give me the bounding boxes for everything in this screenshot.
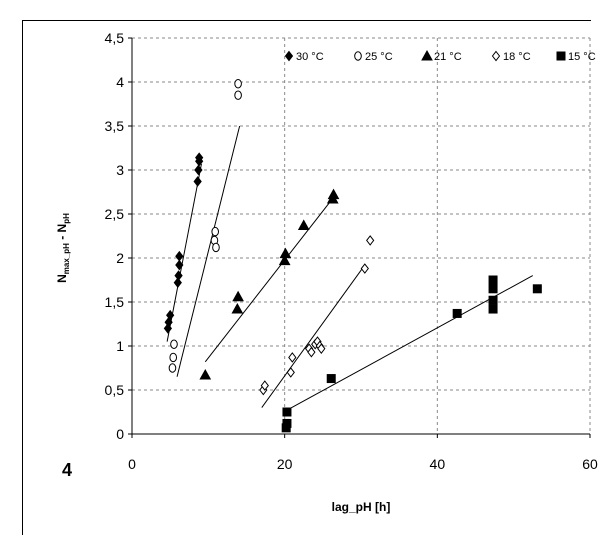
x-axis-label: lag_pH [h] (332, 500, 391, 514)
data-point-series-5 (282, 418, 292, 428)
data-point-series-2 (170, 339, 178, 349)
y-tick-label: 1 (116, 338, 124, 354)
data-point-series-1 (173, 277, 182, 288)
data-point-series-5 (282, 407, 292, 417)
data-point-series-4 (317, 343, 326, 354)
gridlines (132, 37, 591, 434)
data-point-series-3 (279, 247, 292, 259)
y-tick-label: 4 (116, 74, 124, 90)
legend-label-4: 18 °C (503, 51, 531, 63)
data-point-series-2 (234, 90, 242, 100)
x-tick-label: 0 (128, 456, 136, 472)
trend-line-5 (288, 275, 533, 410)
trend-lines (166, 125, 533, 410)
data-point-series-4 (307, 346, 316, 358)
data-point-series-2 (168, 363, 177, 373)
data-point-series-2 (211, 226, 220, 237)
legend-label-5: 15 °C (568, 51, 596, 63)
legend-marker-4 (491, 50, 501, 62)
legend-marker-2 (354, 51, 362, 61)
data-point-series-5 (488, 284, 498, 294)
data-point-series-2 (169, 352, 178, 363)
data-point-series-4 (288, 352, 297, 363)
data-point-series-4 (286, 367, 295, 378)
trend-line-2 (176, 125, 241, 377)
data-point-series-3 (232, 290, 244, 302)
data-point-series-3 (231, 303, 244, 314)
legend-marker-1 (284, 50, 294, 62)
trend-line-3 (204, 196, 335, 363)
data-point-series-1 (195, 152, 204, 163)
y-tick-label: 4,5 (105, 30, 125, 46)
y-tick-label: 2,5 (105, 206, 125, 222)
data-point-series-5 (488, 295, 498, 305)
tick-labels: 0 0,5 1 1,5 2 2,5 3 3,5 4 4,5 0 20 40 60 (105, 30, 598, 472)
data-point-series-1 (166, 309, 175, 321)
legend-label-2: 25 °C (365, 51, 393, 63)
y-label-sub2: pH (62, 213, 71, 224)
data-point-series-4 (366, 235, 375, 246)
y-tick-label: 1,5 (105, 294, 125, 310)
data-point-series-5 (532, 284, 542, 294)
x-tick-label: 20 (277, 456, 293, 472)
y-axis-label: Nmax_pH - NpH (55, 213, 71, 283)
legend-label-1: 30 °C (296, 51, 324, 63)
data-points (163, 79, 542, 433)
data-point-series-5 (452, 308, 462, 318)
data-point-series-3 (278, 254, 291, 266)
data-point-series-4 (360, 263, 369, 274)
x-tick-label: 60 (582, 456, 598, 472)
trend-line-4 (261, 264, 366, 408)
data-point-series-4 (260, 380, 269, 391)
data-point-series-1 (193, 176, 202, 187)
data-point-series-2 (234, 79, 242, 89)
legend: 30 °C 25 °C 21 °C 18 °C 15 °C (284, 49, 596, 63)
legend-marker-3 (421, 49, 433, 61)
axes (131, 38, 590, 435)
data-point-series-2 (212, 242, 220, 253)
data-point-series-3 (327, 188, 340, 200)
y-tick-label: 0 (116, 426, 124, 442)
y-tick-label: 2 (116, 250, 124, 266)
y-tick-label: 3,5 (105, 118, 125, 134)
data-point-series-1 (175, 250, 184, 262)
data-point-series-5 (488, 275, 498, 285)
y-label-sub1: max_pH (62, 243, 71, 274)
panel-label: 4 (62, 460, 72, 480)
y-label-mid: - N (55, 224, 69, 243)
trend-line-1 (166, 163, 202, 342)
x-tick-label: 40 (430, 456, 446, 472)
data-point-series-3 (297, 219, 310, 230)
chart-frame (22, 20, 591, 535)
legend-label-3: 21 °C (434, 51, 462, 63)
y-tick-label: 0,5 (105, 382, 125, 398)
data-point-series-5 (326, 374, 336, 384)
data-point-series-5 (488, 304, 498, 314)
data-point-series-1 (194, 164, 203, 176)
y-tick-label: 3 (116, 162, 124, 178)
data-point-series-1 (174, 270, 183, 281)
data-point-series-1 (175, 259, 184, 271)
legend-marker-5 (556, 51, 566, 61)
y-label-main: N (55, 274, 69, 283)
data-point-series-3 (199, 369, 212, 380)
